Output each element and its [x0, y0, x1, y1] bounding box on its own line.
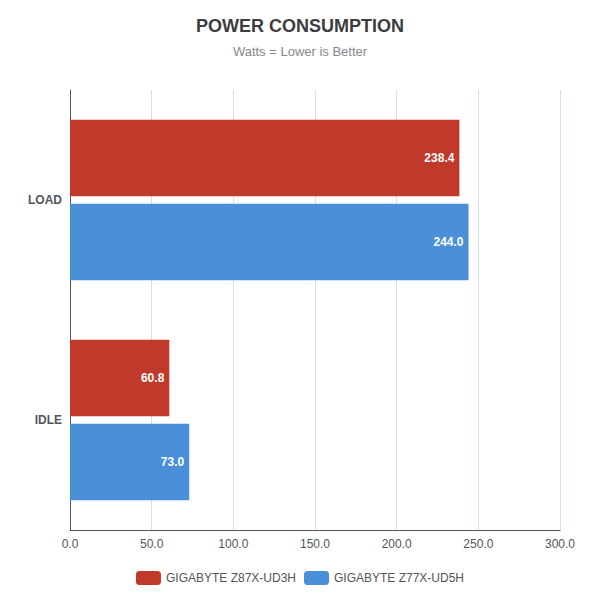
svg-text:200.0: 200.0: [382, 537, 412, 551]
svg-text:244.0: 244.0: [434, 235, 464, 249]
svg-text:100.0: 100.0: [218, 537, 248, 551]
svg-text:Watts = Lower is Better: Watts = Lower is Better: [233, 44, 368, 59]
svg-text:POWER CONSUMPTION: POWER CONSUMPTION: [196, 16, 404, 36]
svg-text:150.0: 150.0: [300, 537, 330, 551]
svg-text:IDLE: IDLE: [35, 413, 62, 427]
svg-text:0.0: 0.0: [62, 537, 79, 551]
svg-text:300.0: 300.0: [545, 537, 575, 551]
svg-text:LOAD: LOAD: [28, 193, 62, 207]
svg-text:GIGABYTE Z87X-UD3H: GIGABYTE Z87X-UD3H: [166, 571, 296, 585]
svg-text:50.0: 50.0: [140, 537, 164, 551]
svg-text:238.4: 238.4: [424, 151, 454, 165]
svg-text:60.8: 60.8: [141, 371, 165, 385]
svg-text:250.0: 250.0: [463, 537, 493, 551]
svg-text:73.0: 73.0: [161, 455, 185, 469]
svg-text:GIGABYTE Z77X-UD5H: GIGABYTE Z77X-UD5H: [334, 571, 464, 585]
